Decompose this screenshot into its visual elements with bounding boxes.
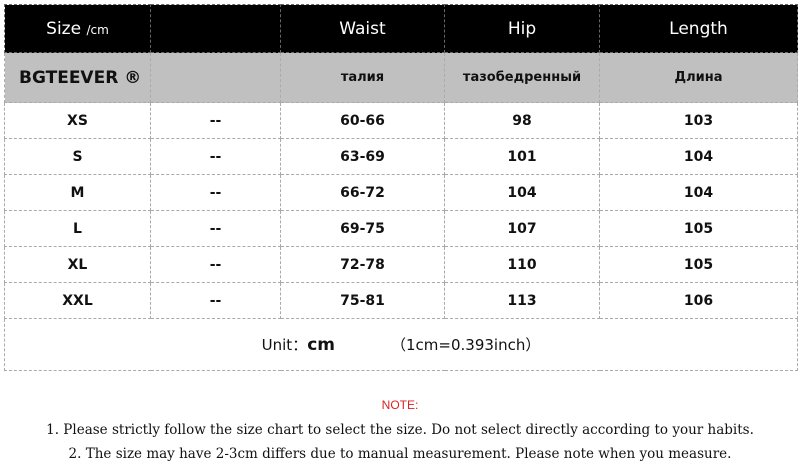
header-hip: Hip <box>444 4 600 53</box>
table-row: S -- 63-69 101 104 <box>4 138 798 175</box>
note-item: 1. Please strictly follow the size chart… <box>46 422 754 438</box>
table-row: XXL -- 75-81 113 106 <box>4 282 798 319</box>
size-chart-table: Size /cm Waist Hip Length BGTEEVER ® тал… <box>4 4 798 371</box>
cell-waist: 69-75 <box>280 210 445 247</box>
cell-length: 105 <box>599 210 798 247</box>
note-item: 2. The size may have 2-3cm differs due t… <box>68 446 732 462</box>
cell-col2: -- <box>150 174 281 211</box>
table-row: XL -- 72-78 110 105 <box>4 246 798 283</box>
cell-waist: 66-72 <box>280 174 445 211</box>
brand-name: BGTEEVER ® <box>4 52 151 103</box>
subheader-blank <box>150 52 281 103</box>
size-label: Size <box>46 18 82 39</box>
subheader-length: Длина <box>599 52 798 103</box>
subheader-hip: тазобедренный <box>444 52 600 103</box>
cell-hip: 107 <box>444 210 600 247</box>
cell-size: XL <box>4 246 151 283</box>
cell-waist: 60-66 <box>280 102 445 139</box>
cell-hip: 101 <box>444 138 600 175</box>
header-waist: Waist <box>280 4 445 53</box>
unit-conversion: （1cm=0.393inch） <box>391 336 541 354</box>
cell-col2: -- <box>150 282 281 319</box>
header-length: Length <box>599 4 798 53</box>
notes: NOTE: 1. Please strictly follow the size… <box>0 398 800 470</box>
cell-size: S <box>4 138 151 175</box>
cell-length: 104 <box>599 174 798 211</box>
cell-size: M <box>4 174 151 211</box>
cell-hip: 113 <box>444 282 600 319</box>
note-title: NOTE: <box>381 398 419 412</box>
cell-hip: 98 <box>444 102 600 139</box>
cell-length: 103 <box>599 102 798 139</box>
table-row: L -- 69-75 107 105 <box>4 210 798 247</box>
cell-col2: -- <box>150 246 281 283</box>
header-row: Size /cm Waist Hip Length <box>4 4 798 53</box>
unit-row: Unit：cm （1cm=0.393inch） <box>4 318 798 371</box>
size-unit: /cm <box>86 22 109 37</box>
subheader-row: BGTEEVER ® талия тазобедренный Длина <box>4 52 798 103</box>
table-row: XS -- 60-66 98 103 <box>4 102 798 139</box>
header-blank <box>150 4 281 53</box>
cell-col2: -- <box>150 102 281 139</box>
cell-waist: 63-69 <box>280 138 445 175</box>
unit-cell: Unit：cm （1cm=0.393inch） <box>4 318 798 371</box>
cell-hip: 104 <box>444 174 600 211</box>
cell-col2: -- <box>150 210 281 247</box>
cell-waist: 75-81 <box>280 282 445 319</box>
cell-length: 104 <box>599 138 798 175</box>
cell-waist: 72-78 <box>280 246 445 283</box>
unit-value: cm <box>307 335 335 355</box>
cell-size: L <box>4 210 151 247</box>
table-row: M -- 66-72 104 104 <box>4 174 798 211</box>
header-size: Size /cm <box>4 4 151 53</box>
cell-col2: -- <box>150 138 281 175</box>
cell-length: 105 <box>599 246 798 283</box>
cell-hip: 110 <box>444 246 600 283</box>
unit-label: Unit： <box>261 336 308 354</box>
subheader-waist: талия <box>280 52 445 103</box>
cell-size: XXL <box>4 282 151 319</box>
cell-length: 106 <box>599 282 798 319</box>
cell-size: XS <box>4 102 151 139</box>
